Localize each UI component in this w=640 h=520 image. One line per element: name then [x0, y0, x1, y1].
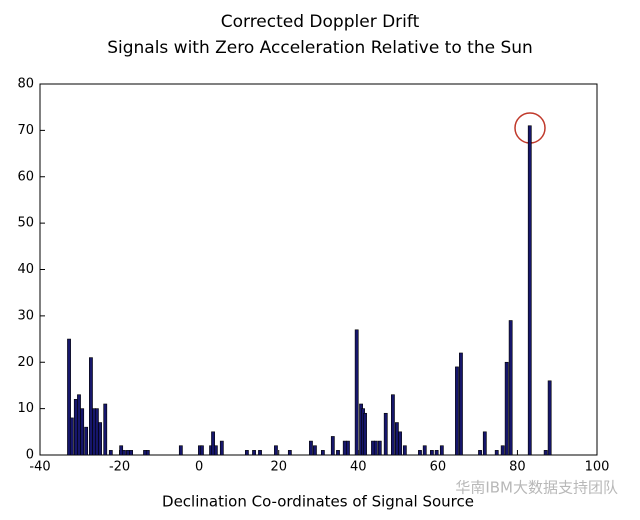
y-tick-label: 30	[17, 308, 34, 323]
bar	[213, 445, 218, 456]
bar	[391, 394, 395, 456]
bar	[69, 417, 74, 456]
y-tick-label: 80	[17, 77, 34, 92]
bar	[77, 394, 81, 456]
bar	[89, 357, 93, 456]
x-axis-label: Declination Co-ordinates of Signal Sourc…	[162, 493, 474, 511]
bar	[320, 450, 325, 456]
bar	[434, 450, 439, 456]
bar	[354, 329, 359, 456]
y-tick-label: 0	[26, 448, 34, 463]
bar	[84, 426, 89, 456]
bar	[398, 431, 402, 456]
x-tick-label: 0	[195, 460, 203, 475]
bar	[482, 431, 487, 456]
chart-subtitle: Signals with Zero Acceleration Relative …	[107, 38, 533, 58]
bar	[508, 320, 513, 456]
bar	[342, 440, 347, 456]
bar	[383, 412, 388, 456]
x-tick-label: -40	[29, 460, 50, 475]
x-tick-label: 60	[430, 460, 447, 475]
bar	[200, 445, 204, 456]
bar	[504, 361, 509, 456]
bar	[459, 352, 463, 456]
bar	[418, 450, 422, 456]
bar	[67, 338, 71, 456]
bar	[313, 445, 317, 456]
bar	[377, 440, 382, 456]
watermark: 华南IBM大数据支持团队	[455, 479, 618, 497]
bar	[122, 450, 126, 456]
bar	[274, 445, 278, 456]
bar	[429, 450, 434, 456]
y-tick-label: 10	[17, 401, 34, 416]
x-tick-label: 20	[270, 460, 287, 475]
x-tick-label: -20	[109, 460, 130, 475]
bar	[363, 412, 367, 456]
bar	[126, 450, 130, 456]
bar	[73, 399, 78, 456]
x-tick-label: 80	[509, 460, 526, 475]
bar	[108, 450, 113, 456]
bar	[309, 440, 313, 456]
y-tick-label: 20	[17, 355, 34, 370]
bar	[219, 440, 224, 456]
bar	[373, 440, 378, 456]
bar	[98, 422, 102, 456]
bar	[95, 408, 99, 456]
y-tick-label: 50	[17, 216, 34, 231]
bar	[500, 445, 505, 456]
bar	[252, 450, 256, 456]
bar	[145, 450, 150, 456]
bar	[478, 450, 482, 456]
y-tick-label: 40	[17, 262, 34, 277]
bar	[527, 125, 532, 456]
bar	[543, 450, 548, 456]
bar	[129, 450, 134, 456]
y-tick-label: 60	[17, 169, 34, 184]
bar	[258, 450, 262, 456]
bar	[439, 445, 444, 456]
bar	[494, 450, 499, 456]
plot-frame	[39, 83, 598, 456]
bar	[178, 445, 183, 456]
bar	[287, 450, 292, 456]
y-tick-label: 70	[17, 123, 34, 138]
bar	[346, 440, 350, 456]
x-tick-label: 100	[585, 460, 610, 475]
chart-title: Corrected Doppler Drift	[221, 12, 420, 32]
x-tick-label: 40	[350, 460, 367, 475]
bar	[422, 445, 427, 456]
bar	[211, 431, 215, 456]
bar	[547, 380, 552, 456]
bar	[402, 445, 407, 456]
bar	[394, 422, 399, 456]
bar	[336, 450, 340, 456]
bar	[80, 408, 85, 456]
bar	[330, 436, 335, 456]
bar	[103, 403, 108, 456]
bar	[244, 450, 249, 456]
bar	[455, 366, 459, 456]
